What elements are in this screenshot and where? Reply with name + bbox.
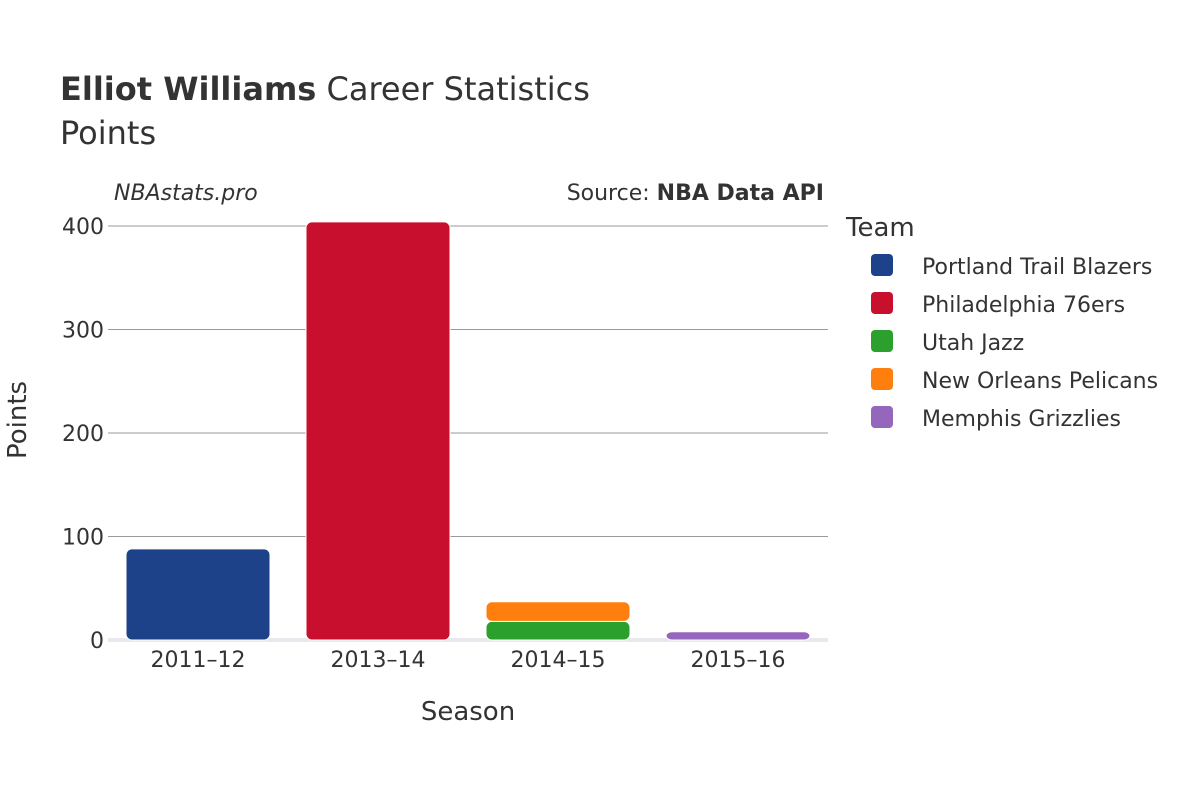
legend-swatch-2[interactable] [871,330,893,352]
source-name: NBA Data API [657,181,824,206]
y-tick-label-300: 300 [62,319,104,344]
bar-2011–12-portland-trail-blazers[interactable] [125,548,271,641]
x-axis-title: Season [421,697,515,727]
legend-label-2[interactable]: Utah Jazz [922,331,1024,356]
chart-title-rest: Career Statistics [316,70,590,108]
legend: Portland Trail Blazers Philadelphia 76ers… [871,254,1158,432]
x-tick-label-3: 2015–16 [691,648,786,673]
legend-label-3[interactable]: New Orleans Pelicans [922,369,1158,394]
legend-swatch-4[interactable] [871,406,893,428]
y-axis-title: Points [3,381,33,459]
chart-title: Elliot Williams Career Statistics [60,70,590,108]
legend-title: Team [845,213,915,243]
bar-2013–14-philadelphia-76ers[interactable] [305,221,451,641]
source-prefix: Source: [567,181,657,206]
bar-2014–15-utah-jazz[interactable] [485,620,631,641]
y-tick-labels: 0 100 200 300 400 [62,215,104,654]
y-tick-label-200: 200 [62,422,104,447]
bar-2015–16-memphis-grizzlies[interactable] [665,631,811,641]
legend-swatch-1[interactable] [871,292,893,314]
source-credit: Source: NBA Data API [567,181,824,206]
legend-label-4[interactable]: Memphis Grizzlies [922,407,1121,432]
y-tick-label-400: 400 [62,215,104,240]
x-tick-label-1: 2013–14 [331,648,426,673]
legend-label-0[interactable]: Portland Trail Blazers [922,255,1152,280]
legend-swatch-3[interactable] [871,368,893,390]
watermark: NBAstats.pro [114,181,258,206]
x-tick-label-0: 2011–12 [151,648,246,673]
bars [125,221,811,641]
y-tick-label-0: 0 [90,629,104,654]
legend-label-1[interactable]: Philadelphia 76ers [922,293,1125,318]
chart-subtitle: Points [60,114,156,152]
x-tick-labels: 2011–12 2013–14 2014–15 2015–16 [151,648,786,673]
chart-title-player: Elliot Williams [60,70,316,108]
x-tick-label-2: 2014–15 [511,648,606,673]
legend-swatch-0[interactable] [871,254,893,276]
bar-2014–15-new-orleans-pelicans[interactable] [485,601,631,622]
y-tick-label-100: 100 [62,526,104,551]
